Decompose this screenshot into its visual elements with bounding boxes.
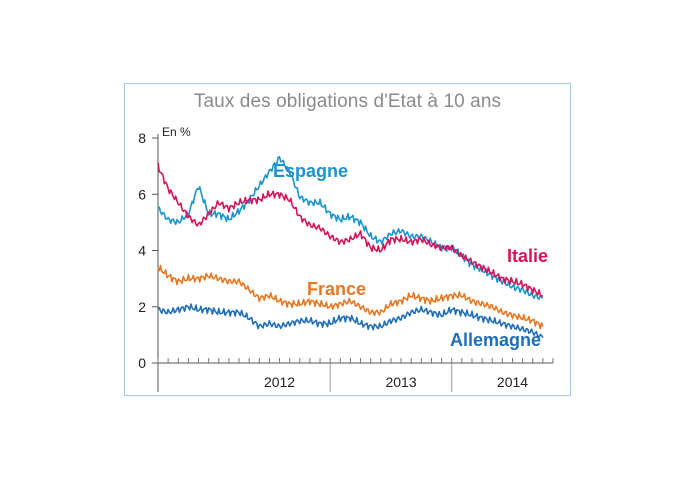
series-line-allemagne <box>157 303 544 339</box>
series-label-espagne: Espagne <box>273 161 348 181</box>
series-labels: Espagne Italie France Allemagne <box>273 161 548 350</box>
x-year-label: 2013 <box>385 374 416 390</box>
series-lines <box>157 156 544 339</box>
y-axis-unit: En % <box>162 125 191 139</box>
x-year-label: 2012 <box>264 374 295 390</box>
y-tick-label: 4 <box>138 243 146 259</box>
series-label-allemagne: Allemagne <box>450 330 541 350</box>
y-tick-label: 2 <box>138 299 146 315</box>
axes: 0 2 4 6 8 En % 2012 2013 2014 <box>138 125 554 392</box>
series-line-italie <box>157 162 544 298</box>
series-label-france: France <box>307 279 366 299</box>
chart-title: Taux des obligations d'Etat à 10 ans <box>193 91 502 112</box>
series-label-italie: Italie <box>507 246 548 266</box>
x-year-label: 2014 <box>497 374 528 390</box>
y-tick-label: 0 <box>138 355 146 371</box>
series-line-espagne <box>157 156 544 300</box>
series-line-france <box>157 264 544 330</box>
y-tick-label: 6 <box>138 186 146 202</box>
y-tick-label: 8 <box>138 130 146 146</box>
